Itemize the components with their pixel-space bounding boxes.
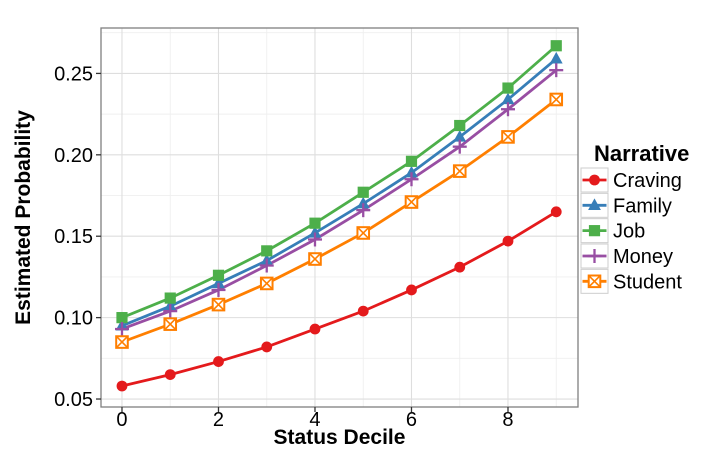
marker-job [164,292,176,304]
legend-item-label: Craving [613,170,682,192]
marker-job [405,155,418,167]
x-axis-title: Status Decile [274,426,406,449]
series-lines [121,44,558,388]
legend-item-job: Job [580,218,645,244]
marker-craving [309,323,321,335]
series-line-money [121,69,558,331]
marker-family [549,51,563,64]
marker-family [453,130,467,142]
legend-key-marker-triangle-up [588,198,601,211]
axis-tick-labels: 0.05 0.10 0.15 0.20 0.25 0 2 4 6 8 [54,63,513,431]
x-tick-label: 8 [502,409,513,431]
marker-student [115,335,129,349]
x-tick-label: 0 [116,409,127,431]
y-tick-label: 0.25 [54,63,93,85]
legend-item-money: Money [580,243,673,269]
legend-item-student: Student [580,268,682,294]
legend-item-craving: Craving [580,167,682,193]
marker-student [163,317,177,331]
marker-job [502,82,514,94]
legend-item-label: Job [613,221,645,243]
marker-family [212,276,225,289]
marker-student [212,298,225,311]
marker-job [261,245,273,257]
marker-student [549,93,563,106]
x-tick-label: 2 [213,409,224,431]
marker-job [116,312,128,324]
series-line-craving [121,210,557,388]
legend: Narrative Craving Family Job Money Student [580,141,689,294]
marker-student [260,277,274,290]
marker-craving [502,235,514,247]
axis-ticks [96,72,509,412]
marker-job [550,40,562,52]
legend-title: Narrative [594,141,689,166]
legend-key-marker-circle [589,174,600,186]
series-line-family [121,57,558,328]
legend-items: Craving Family Job Money Student [580,167,682,294]
legend-item-label: Money [613,246,673,268]
series-line-student [121,98,558,344]
y-tick-label: 0.10 [54,308,93,330]
marker-job [309,217,321,229]
panel-border [100,27,579,408]
legend-key-marker-square [588,225,601,237]
marker-job [357,186,369,198]
marker-craving [454,261,466,273]
marker-craving [213,356,224,367]
marker-craving [550,206,562,218]
legend-item-family: Family [580,192,672,218]
y-axis-title: Estimated Probability [12,110,35,325]
marker-family [405,165,418,178]
marker-craving [357,305,369,317]
major-gridlines [101,28,578,407]
series-markers [114,40,564,392]
marker-student [405,195,418,209]
marker-craving [261,341,273,353]
marker-family [356,196,370,209]
marker-craving [164,369,176,381]
x-tick-label: 6 [406,409,417,431]
marker-craving [406,284,417,296]
marker-family [308,226,322,238]
marker-student [501,130,515,144]
series-line-job [121,44,558,319]
legend-key-marker-square-cross [588,274,601,288]
y-tick-label: 0.20 [54,145,93,167]
legend-item-label: Student [613,271,682,293]
x-tick-label: 4 [309,409,320,431]
y-tick-label: 0.05 [54,389,93,411]
marker-student [308,252,322,266]
marker-job [212,269,225,281]
legend-item-label: Family [613,195,672,217]
marker-craving [116,380,128,392]
marker-family [501,92,515,105]
marker-job [454,119,466,132]
marker-student [356,226,370,240]
y-tick-label: 0.15 [54,226,93,248]
marker-student [453,164,467,178]
